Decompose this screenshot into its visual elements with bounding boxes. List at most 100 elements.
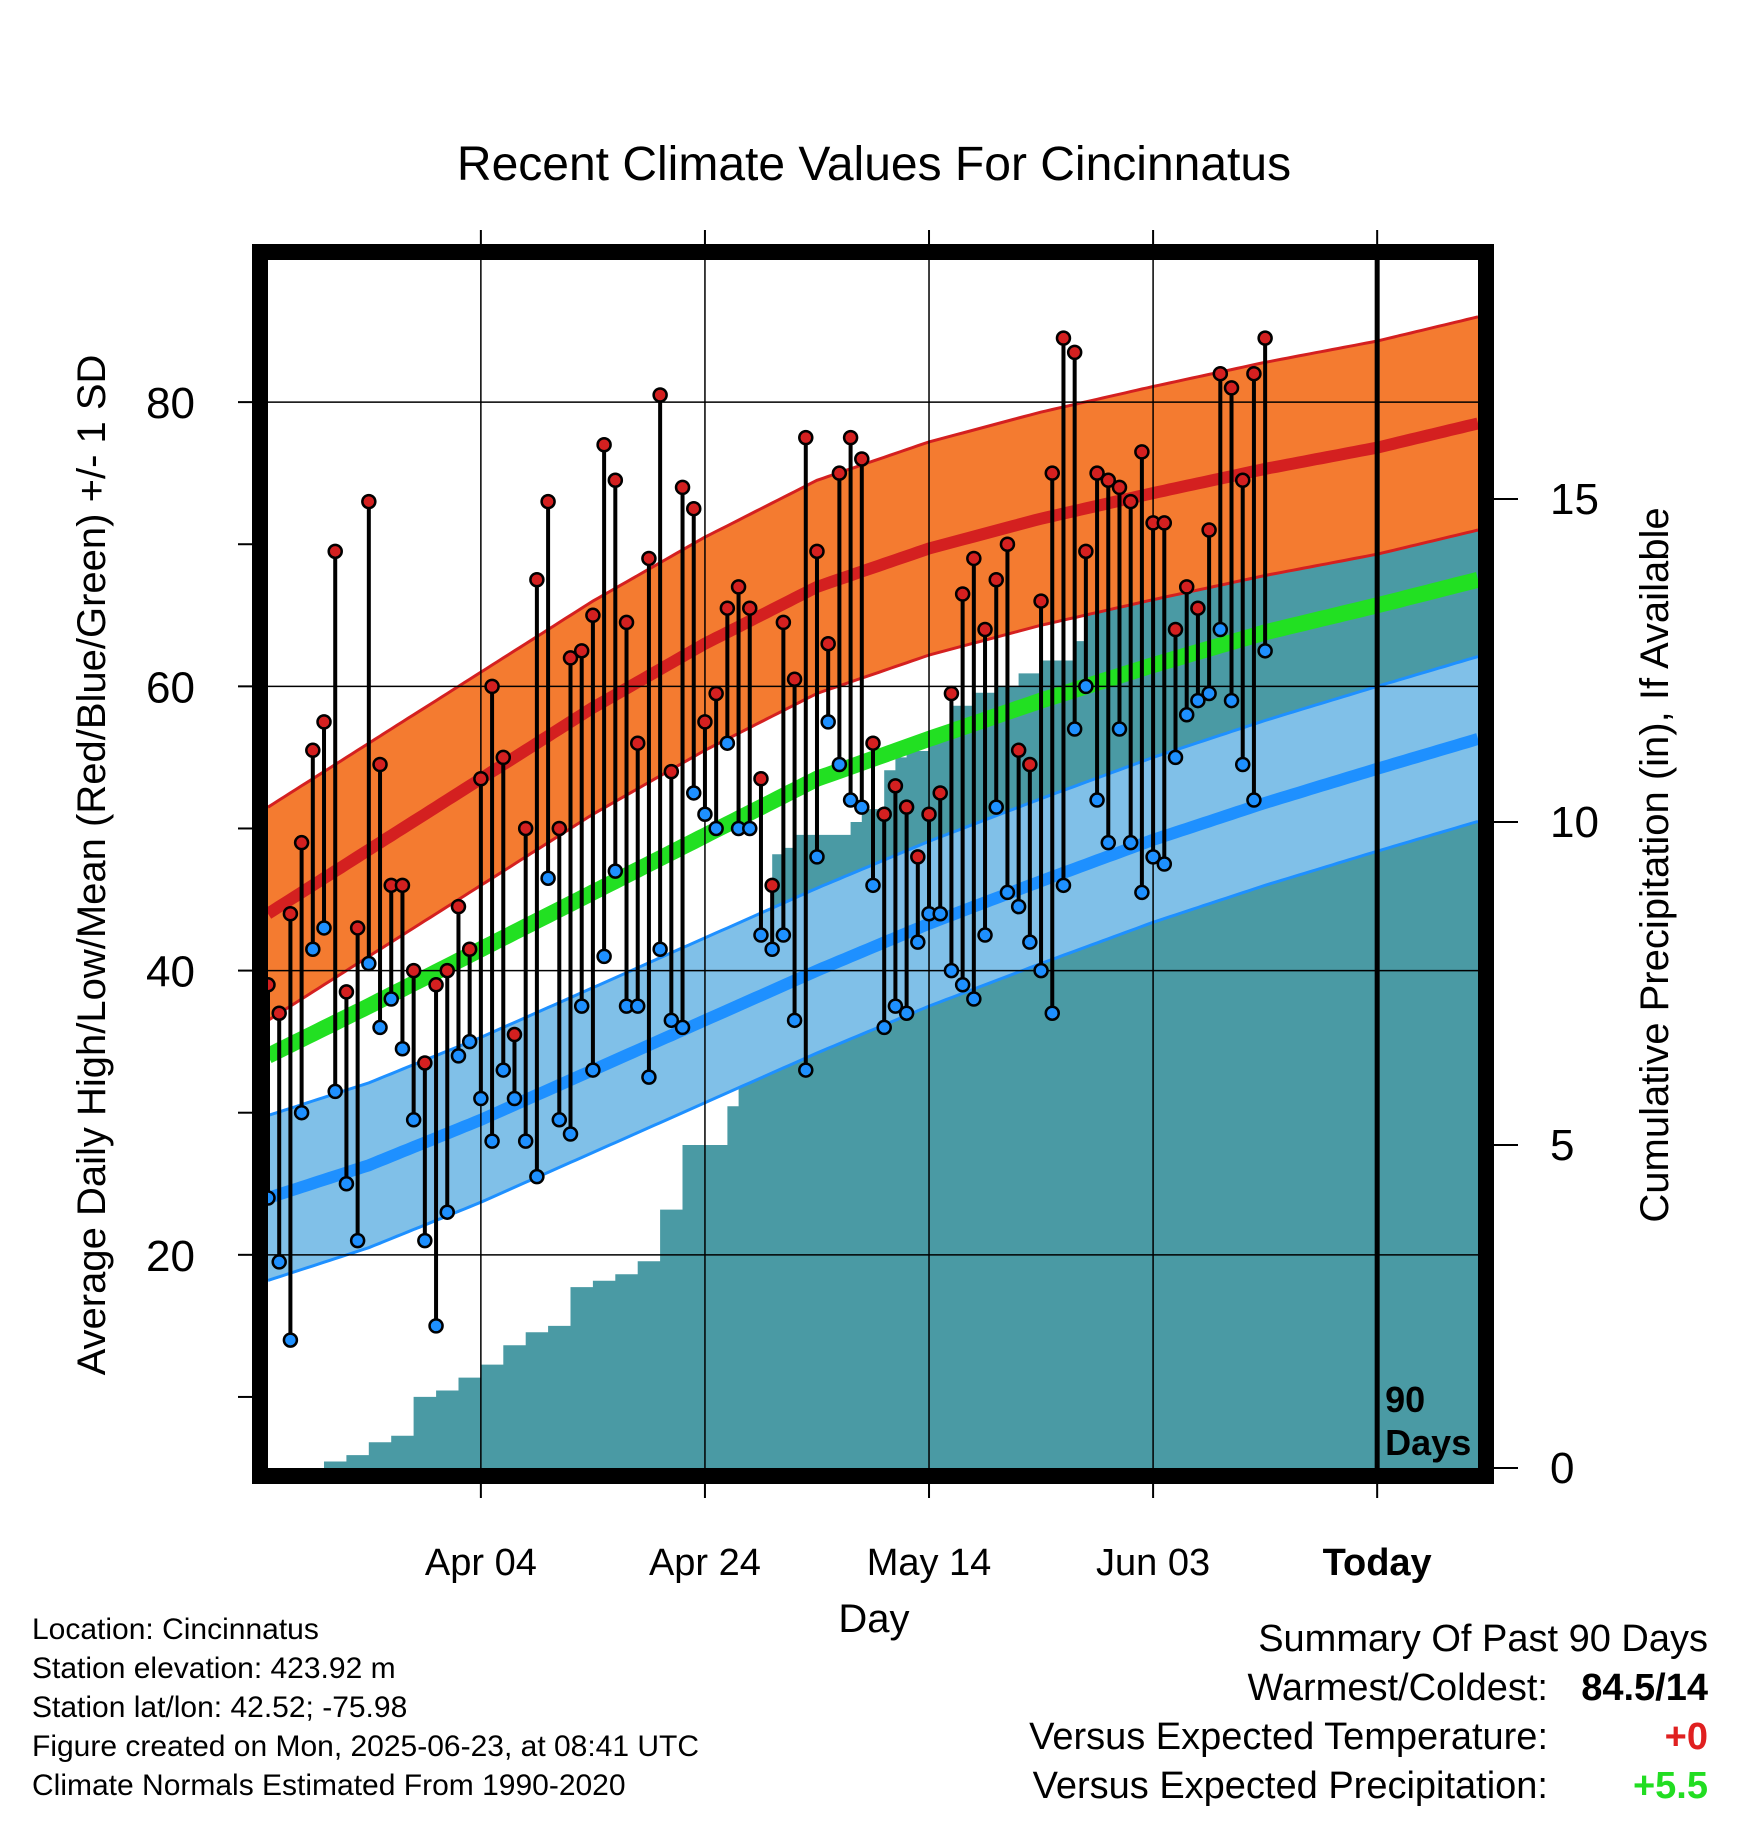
daily-low-point [439,1204,456,1220]
daily-low-point [865,877,881,894]
summary-panel: Summary Of Past 90 Days Warmest/Coldest:… [1029,1615,1708,1811]
daily-high-point [1190,600,1206,616]
daily-high-point [842,429,859,446]
daily-high-point [1178,579,1195,595]
daily-high-point [562,650,579,666]
daily-high-point [484,678,500,695]
daily-low-point [428,1318,444,1334]
daily-low-point [1348,0,1361,7]
daily-high-point [629,735,646,751]
daily-low-point [573,998,590,1014]
daily-high-point [517,820,534,837]
daily-low-point [988,799,1004,815]
daily-high-point [1257,330,1273,346]
daily-low-point [1111,721,1128,737]
daily-high-point [910,849,926,865]
daily-high-point [372,756,388,773]
y-tick-label-left: 80 [146,379,195,428]
daily-high-point [753,770,769,787]
daily-low-point [1178,707,1195,723]
daily-low-point [1033,962,1049,979]
x-tick-label: Apr 24 [649,1542,761,1584]
daily-high-point [674,479,691,496]
low-band-lower-edge [268,819,1478,1282]
daily-low-point [495,1062,512,1078]
y-tick-label-right: 10 [1550,798,1599,847]
daily-low-point [268,1190,276,1206]
daily-high-point [1281,0,1294,7]
daily-low-point [1292,0,1305,7]
daily-high-point [495,749,512,766]
daily-high-point [809,543,825,560]
daily-high-point [1292,0,1305,7]
daily-low-point [854,799,870,815]
daily-low-point [1246,792,1262,808]
daily-low-point [719,735,736,751]
daily-high-point [719,600,736,616]
daily-high-point [932,785,948,801]
daily-high-point [1212,365,1229,382]
daily-low-point [1326,0,1339,7]
daily-low-point [966,991,982,1007]
daily-low-point [753,927,769,943]
daily-low-point [338,1176,355,1192]
y-tick-label-right: 0 [1550,1444,1574,1493]
daily-low-point [529,1168,545,1185]
daily-high-point [685,500,702,517]
daily-high-point [417,1055,433,1071]
daily-high-point [831,465,848,481]
daily-high-point [607,472,624,489]
x-tick-label: Jun 03 [1096,1542,1210,1584]
daily-low-point [383,991,399,1007]
daily-high-point [271,1005,287,1021]
daily-low-point [1201,685,1217,702]
daily-low-point [316,920,332,936]
daily-low-point [809,849,825,865]
daily-high-point [450,898,467,915]
daily-high-point [1326,0,1339,7]
daily-high-point [349,920,366,936]
daily-high-point [798,429,814,446]
daily-high-point [820,635,836,652]
daily-low-point [405,1112,422,1128]
daily-high-point [730,579,747,595]
daily-high-point [394,877,411,894]
daily-low-point [327,1083,343,1100]
daily-high-point [1348,0,1361,7]
daily-high-point [1156,515,1173,531]
daily-low-point [293,1104,310,1121]
daily-low-point [506,1090,523,1107]
daily-low-point [305,941,321,958]
daily-high-point [966,550,982,567]
daily-high-point [551,820,568,837]
daily-high-point [1100,472,1117,489]
high-normal-line [268,417,1478,919]
daily-low-point [1223,692,1240,709]
daily-low-point [764,941,780,958]
daily-high-point [573,643,590,659]
x-tick-label: Today [1323,1542,1432,1584]
daily-high-point [338,984,355,1000]
precip-anomaly-value: +5.5 [1632,1765,1708,1807]
info-latlon: Station lat/lon: 42.52; -75.98 [32,1691,408,1724]
daily-low-point [1044,1005,1061,1021]
y-tick-label-right: 15 [1550,475,1599,524]
daily-high-point [708,685,724,702]
daily-high-point [405,962,422,979]
daily-low-point [1100,834,1117,851]
daily-low-point [1212,621,1229,638]
daily-high-point [1111,479,1128,496]
daily-low-point [1134,884,1150,901]
daily-low-point [372,1019,388,1036]
daily-high-point [1246,365,1262,382]
daily-low-point [898,1005,915,1021]
daily-high-point [1010,742,1027,759]
daily-low-point [1337,0,1350,7]
daily-high-point [988,572,1004,588]
daily-high-point [439,962,456,979]
daily-high-point [854,451,870,467]
daily-high-point [316,714,332,730]
